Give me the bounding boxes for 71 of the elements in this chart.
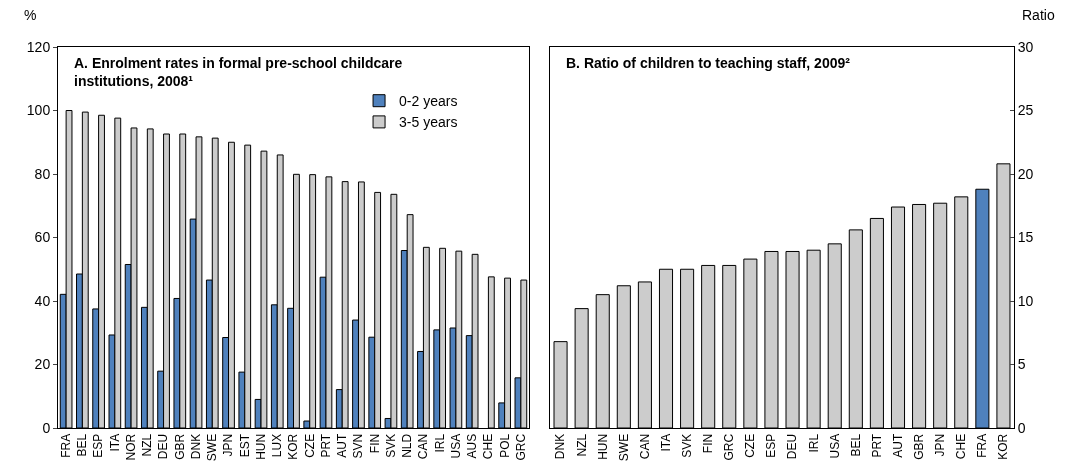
x-tick-label: HUN	[253, 433, 268, 460]
y2-tick-label: 20	[1017, 165, 1034, 182]
x-tick-label: JPN	[933, 433, 948, 457]
x-tick-label: USA	[827, 433, 842, 459]
x-tick-label: SVK	[679, 433, 694, 458]
y-tick-label: 100	[26, 102, 51, 119]
y-axis-title: %	[24, 7, 37, 23]
legend-label: 0-2 years	[399, 93, 458, 110]
x-tick-label: FRA	[975, 433, 990, 458]
y-tick-label: 20	[34, 356, 51, 373]
y-tick-label: 120	[26, 38, 51, 55]
x-tick-label: KOR	[286, 433, 301, 460]
x-tick-label: GRC	[722, 433, 737, 461]
y2-axis-title: Ratio	[1022, 7, 1055, 23]
x-tick-label: SVK	[383, 433, 398, 458]
x-tick-label: CZE	[302, 433, 317, 458]
x-tick-label: ITA	[107, 433, 122, 452]
y2-tick-label: 5	[1017, 356, 1026, 373]
x-tick-label: PRT	[318, 433, 333, 458]
x-tick-label: GRC	[513, 433, 528, 461]
y2-tick-label: 30	[1017, 38, 1034, 55]
x-tick-label: IRL	[806, 433, 821, 453]
y2-tick-label: 10	[1017, 292, 1034, 309]
x-tick-label: CZE	[743, 433, 758, 458]
legend-label: 3-5 years	[399, 114, 458, 131]
x-tick-label: EST	[237, 433, 252, 458]
x-tick-label: POL	[497, 433, 512, 458]
x-tick-label: CHE	[954, 433, 969, 460]
x-tick-label: HUN	[595, 433, 610, 460]
x-tick-label: BEL	[75, 433, 90, 457]
x-tick-label: DEU	[785, 433, 800, 460]
x-tick-label: SWE	[616, 433, 631, 462]
x-tick-label: NOR	[123, 433, 138, 461]
x-tick-label: GBR	[911, 433, 926, 460]
x-tick-label: CAN	[416, 433, 431, 460]
x-tick-label: ESP	[764, 433, 779, 458]
x-tick-label: FIN	[367, 433, 382, 454]
x-tick-label: ITA	[658, 433, 673, 452]
y2-tick-label: 15	[1017, 229, 1034, 246]
x-tick-label: LUX	[270, 433, 285, 458]
x-tick-label: JPN	[221, 433, 236, 457]
y-tick-label: 60	[34, 229, 51, 246]
x-tick-label: DNK	[553, 433, 568, 460]
x-tick-label: DNK	[188, 433, 203, 460]
y-tick-label: 80	[34, 165, 51, 182]
x-tick-label: ESP	[91, 433, 106, 458]
x-tick-label: SVN	[351, 433, 366, 459]
x-tick-label: AUS	[465, 433, 480, 459]
x-tick-label: CHE	[481, 433, 496, 460]
text: A. Enrolment rates in formal pre-school childcare institutions, 2008¹	[74, 55, 403, 90]
x-tick-label: AUT	[335, 433, 350, 458]
x-tick-label: BEL	[848, 433, 863, 457]
x-tick-label: CAN	[637, 433, 652, 460]
x-tick-label: PRT	[869, 433, 884, 458]
x-tick-label: KOR	[996, 433, 1011, 460]
text: B. Ratio of children to teaching staff, 2009²	[566, 55, 851, 71]
x-tick-label: NLD	[400, 433, 415, 458]
y-tick-label: 40	[34, 292, 51, 309]
x-tick-label: NZL	[140, 433, 155, 457]
x-tick-label: NZL	[574, 433, 589, 457]
y2-tick-label: 25	[1017, 102, 1034, 119]
y2-tick-label: 0	[1017, 419, 1026, 436]
x-tick-label: DEU	[156, 433, 171, 460]
x-tick-label: GBR	[172, 433, 187, 460]
x-tick-label: AUT	[890, 433, 905, 458]
x-tick-label: FRA	[59, 433, 74, 458]
x-tick-label: USA	[448, 433, 463, 459]
x-tick-label: IRL	[432, 433, 447, 453]
x-tick-label: FIN	[701, 433, 716, 454]
x-tick-label: SWE	[205, 433, 220, 462]
y-tick-label: 0	[42, 419, 51, 436]
